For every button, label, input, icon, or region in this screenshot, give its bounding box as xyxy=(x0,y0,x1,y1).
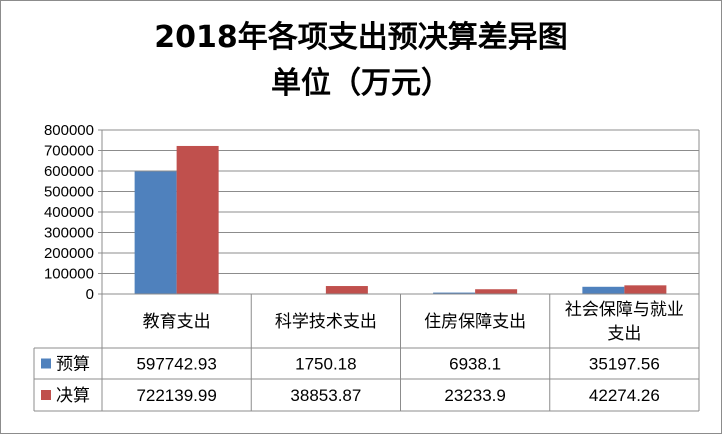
chart-subtitle: 单位（万元） xyxy=(271,66,451,101)
data-table-cell: 1750.18 xyxy=(295,355,356,374)
data-table-cell: 35197.56 xyxy=(589,355,660,374)
y-tick-label: 400000 xyxy=(44,204,94,221)
bar-budget xyxy=(582,286,625,294)
legend-swatch-budget xyxy=(41,358,51,369)
bar-budget xyxy=(433,292,476,294)
legend-label: 决算 xyxy=(56,386,90,406)
data-table-cell: 42274.26 xyxy=(589,386,660,405)
y-tick-label: 100000 xyxy=(44,266,94,283)
bar-final xyxy=(624,285,667,294)
y-tick-label: 300000 xyxy=(44,225,94,242)
data-table-cell: 597742.93 xyxy=(136,355,216,374)
y-tick-label: 800000 xyxy=(44,122,94,139)
category-label: 支出 xyxy=(607,324,641,344)
y-tick-label: 600000 xyxy=(44,163,94,180)
y-tick-label: 700000 xyxy=(44,143,94,160)
bar-final xyxy=(475,289,518,294)
data-table-cell: 6938.1 xyxy=(449,355,501,374)
category-label: 科学技术支出 xyxy=(275,312,377,332)
bar-final xyxy=(176,145,219,294)
chart-title: 2018年各项支出预决算差异图 xyxy=(154,20,568,55)
category-label: 社会保障与就业 xyxy=(565,300,684,320)
data-table-cell: 23233.9 xyxy=(444,386,505,405)
legend-label: 预算 xyxy=(56,355,90,375)
data-table-cell: 722139.99 xyxy=(136,386,216,405)
category-label: 住房保障支出 xyxy=(424,312,526,332)
category-label: 教育支出 xyxy=(143,312,211,332)
y-tick-label: 0 xyxy=(86,286,94,303)
y-tick-label: 200000 xyxy=(44,245,94,262)
legend-swatch-final xyxy=(41,390,51,400)
data-table-cell: 38853.87 xyxy=(290,386,361,405)
y-tick-label: 500000 xyxy=(44,184,94,201)
bar-final xyxy=(325,286,368,294)
bar-budget xyxy=(134,171,177,294)
